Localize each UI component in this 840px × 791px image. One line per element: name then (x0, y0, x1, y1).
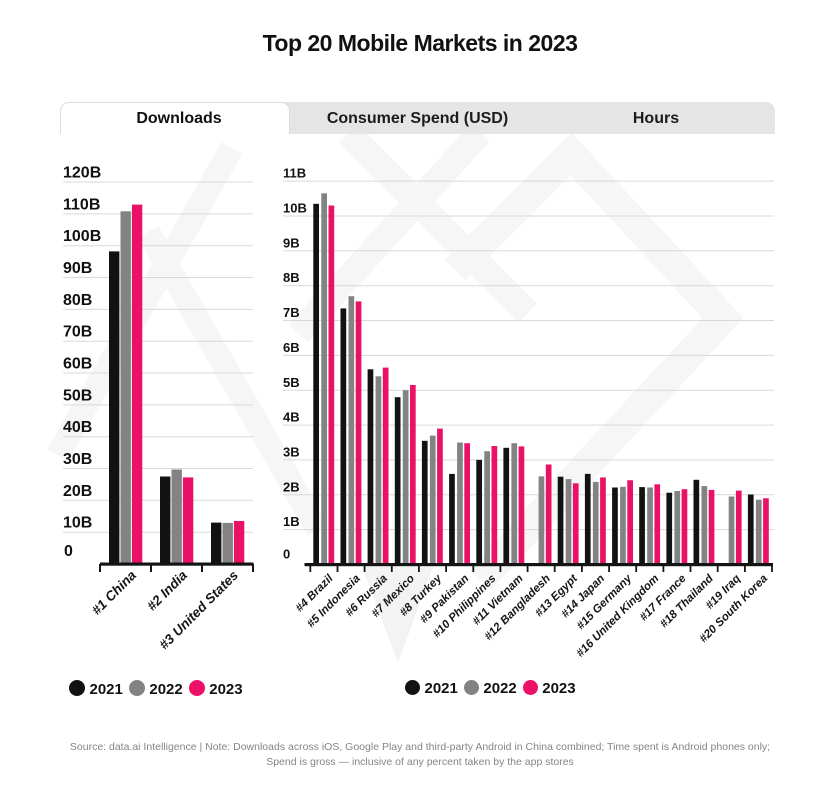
svg-text:10B: 10B (283, 201, 307, 216)
svg-text:20B: 20B (63, 483, 92, 500)
svg-text:0: 0 (64, 543, 73, 560)
svg-text:90B: 90B (63, 260, 92, 277)
svg-text:8B: 8B (283, 270, 300, 285)
svg-text:9B: 9B (283, 235, 300, 250)
svg-text:50B: 50B (63, 387, 92, 404)
svg-text:7B: 7B (283, 305, 300, 320)
svg-text:2B: 2B (283, 479, 300, 494)
svg-text:1B: 1B (283, 514, 300, 529)
svg-text:#2 India: #2 India (144, 567, 191, 614)
svg-text:30B: 30B (63, 451, 92, 468)
svg-text:4B: 4B (283, 410, 300, 425)
svg-text:100B: 100B (63, 228, 101, 245)
svg-text:70B: 70B (63, 324, 92, 341)
svg-text:3B: 3B (283, 444, 300, 459)
svg-text:60B: 60B (63, 356, 92, 373)
svg-text:#1 China: #1 China (89, 567, 140, 618)
svg-text:120B: 120B (63, 165, 101, 182)
svg-text:5B: 5B (283, 375, 300, 390)
svg-text:110B: 110B (63, 196, 100, 213)
svg-text:11B: 11B (283, 166, 306, 181)
svg-text:10B: 10B (63, 515, 92, 532)
svg-text:80B: 80B (63, 292, 92, 309)
svg-text:40B: 40B (63, 419, 92, 436)
svg-text:6B: 6B (283, 340, 300, 355)
svg-text:0: 0 (283, 547, 290, 562)
